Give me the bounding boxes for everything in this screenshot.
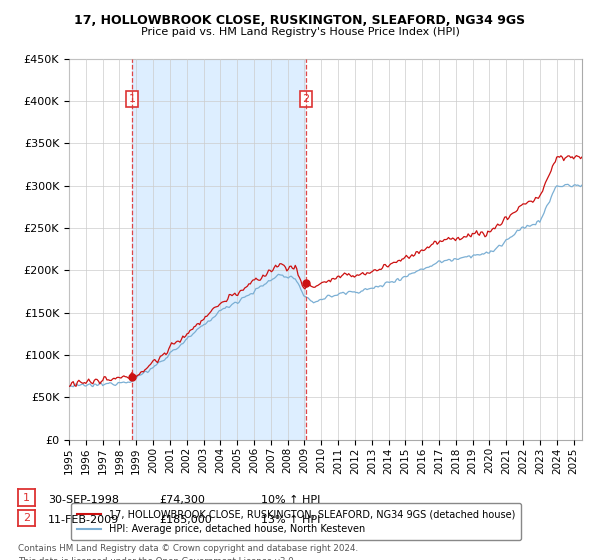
Text: 13% ↑ HPI: 13% ↑ HPI bbox=[261, 515, 320, 525]
Text: £74,300: £74,300 bbox=[159, 494, 205, 505]
Text: 30-SEP-1998: 30-SEP-1998 bbox=[48, 494, 119, 505]
Text: £185,000: £185,000 bbox=[159, 515, 212, 525]
Text: 11-FEB-2009: 11-FEB-2009 bbox=[48, 515, 119, 525]
Legend: 17, HOLLOWBROOK CLOSE, RUSKINGTON, SLEAFORD, NG34 9GS (detached house), HPI: Ave: 17, HOLLOWBROOK CLOSE, RUSKINGTON, SLEAF… bbox=[71, 503, 521, 540]
Text: Price paid vs. HM Land Registry's House Price Index (HPI): Price paid vs. HM Land Registry's House … bbox=[140, 27, 460, 37]
Text: 17, HOLLOWBROOK CLOSE, RUSKINGTON, SLEAFORD, NG34 9GS: 17, HOLLOWBROOK CLOSE, RUSKINGTON, SLEAF… bbox=[74, 14, 526, 27]
Text: 1: 1 bbox=[128, 94, 136, 104]
Text: 1: 1 bbox=[23, 493, 30, 503]
Bar bbox=[132, 59, 306, 440]
Text: 10% ↑ HPI: 10% ↑ HPI bbox=[261, 494, 320, 505]
Text: 2: 2 bbox=[302, 94, 310, 104]
Text: Contains HM Land Registry data © Crown copyright and database right 2024.
This d: Contains HM Land Registry data © Crown c… bbox=[18, 544, 358, 560]
Text: 2: 2 bbox=[23, 513, 30, 523]
